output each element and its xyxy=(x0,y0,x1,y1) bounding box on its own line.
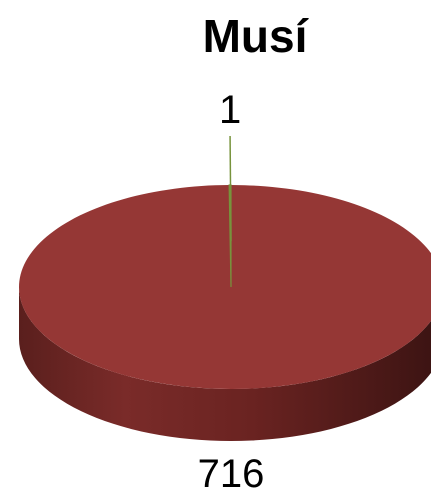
pie-side-wall xyxy=(19,287,431,441)
pie-body xyxy=(19,184,431,441)
data-label: 1 xyxy=(219,88,241,132)
pie-slice xyxy=(19,185,431,389)
data-label: 716 xyxy=(198,452,265,492)
chart-title: Musí xyxy=(203,10,310,62)
leader-line xyxy=(229,135,232,242)
